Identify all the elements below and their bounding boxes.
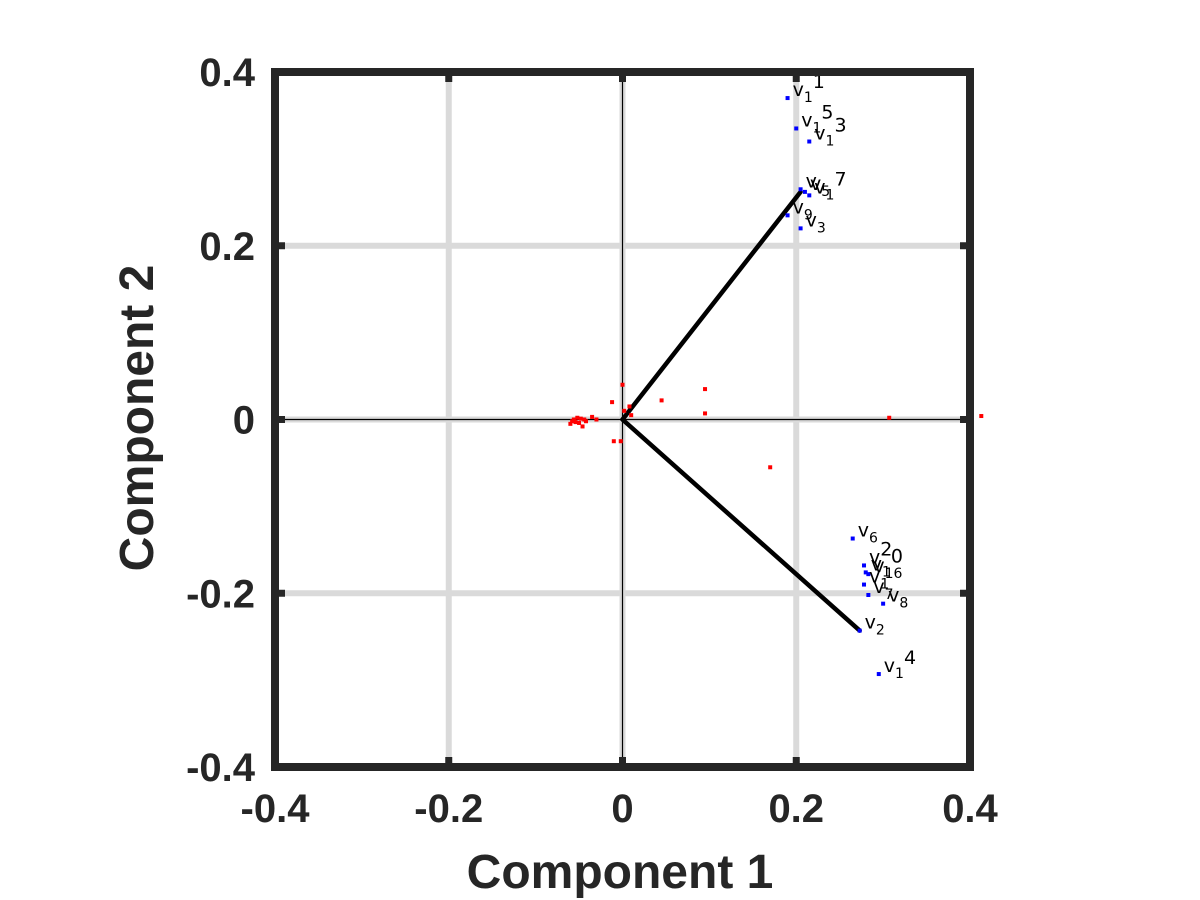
observation-point-24 [979,414,984,419]
variable-label-8: v6 [858,520,878,547]
observation-point-17 [627,404,632,409]
variable-point-15 [857,628,862,633]
y-tick-label: 0.4 [199,51,255,95]
variable-label-4: v5 [810,173,830,200]
y-tick-label: 0.2 [199,225,255,269]
variable-point-9 [862,563,867,568]
y-tick-label: -0.4 [186,746,256,790]
variable-point-11 [866,572,871,577]
x-tick-label: 0.4 [942,787,998,831]
observation-point-7 [580,424,585,429]
y-axis-label: Component 2 [111,265,164,572]
observation-point-14 [618,439,623,444]
x-tick-label: -0.2 [414,787,483,831]
observation-point-0 [568,421,573,426]
observation-point-9 [584,419,589,424]
variable-label-15: v2 [865,612,885,639]
x-tick-label: 0 [611,787,633,831]
observation-point-2 [571,417,576,422]
observation-point-15 [620,382,625,387]
loading-vector-0 [620,189,803,422]
y-tick-labels: -0.4 -0.2 0 0.2 0.4 [186,51,256,790]
variable-point-5 [807,193,812,198]
y-tick-label: -0.2 [186,572,255,616]
variable-point-6 [785,213,790,218]
variable-point-12 [862,582,867,587]
variable-point-4 [802,189,807,194]
variable-label-10: v10 [871,545,903,580]
variable-label-14: v8 [888,585,908,612]
observation-point-22 [768,465,773,470]
observation-points [568,382,984,470]
variable-label-5: v17 [814,168,846,203]
variable-point-7 [798,226,803,231]
variable-point-13 [866,592,871,597]
x-tick-labels: -0.4 -0.2 0 0.2 0.4 [241,787,999,831]
observation-point-21 [703,411,708,416]
observation-point-16 [622,408,627,413]
y-tick-label: 0 [233,399,255,443]
observation-point-5 [577,420,582,425]
x-tick-label: -0.4 [241,787,311,831]
variable-label-9: v2 [869,538,892,568]
observation-point-13 [611,439,616,444]
variable-point-3 [798,187,803,192]
variable-label-13: v7 [873,576,893,603]
variable-point-2 [807,139,812,144]
observation-point-12 [610,400,615,405]
loading-vector-1 [620,417,862,633]
variable-point-8 [850,536,855,541]
variable-point-0 [785,96,790,101]
variable-point-1 [794,126,799,131]
observation-point-10 [590,414,595,419]
observation-point-23 [887,415,892,420]
x-axis-label: Component 1 [467,846,774,899]
x-tick-label: 0.2 [768,787,824,831]
variable-point-14 [881,601,886,606]
variable-label-2: v13 [814,115,846,150]
variable-point-10 [863,570,868,575]
observation-point-3 [573,420,578,425]
variable-label-12: v1 [869,566,889,593]
observation-point-20 [703,387,708,392]
variable-point-16 [876,672,881,677]
variable-label-11: v16 [873,555,902,582]
variable-label-0: v11 [793,71,825,106]
variable-label-7: v3 [806,209,826,236]
variable-label-1: v15 [801,101,833,136]
loading-vectors [620,189,862,633]
variable-label-3: v [806,170,817,192]
axis-ticks [271,68,974,771]
observation-point-6 [578,416,583,421]
observation-point-11 [594,417,599,422]
observation-point-19 [659,398,664,403]
observation-point-4 [575,415,580,420]
variable-label-6: v9 [793,196,813,223]
variable-label-16: v14 [884,647,916,682]
variable-points [785,96,886,677]
observation-point-18 [629,413,634,418]
